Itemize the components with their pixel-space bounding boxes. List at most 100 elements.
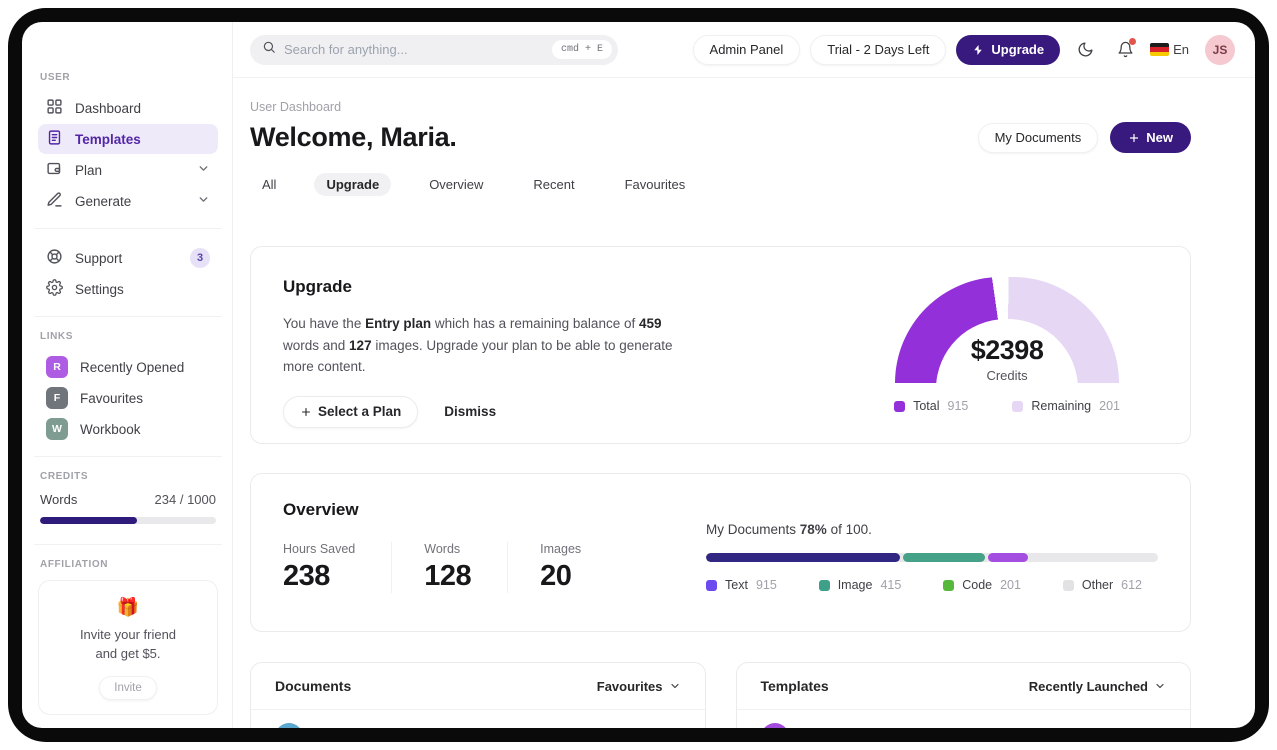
select-plan-button[interactable]: Select a Plan	[283, 395, 419, 428]
filter-tabs: All Upgrade Overview Recent Favourites	[250, 173, 1191, 196]
divider	[34, 228, 222, 229]
sidebar-item-label: Plan	[75, 162, 103, 178]
gift-icon: 🎁	[116, 597, 140, 617]
legend-swatch	[818, 579, 830, 591]
documents-progress-legend: Text 915 Image 415 Code 201	[706, 578, 1158, 592]
sidebar: USER Dashboard Templates Plan Generate S…	[22, 22, 233, 728]
stat-hours-saved: Hours Saved 238	[283, 542, 356, 592]
legend-item-text: Text 915	[706, 578, 777, 592]
affiliation-card: 🎁 Invite your friend and get $5. Invite	[38, 580, 218, 715]
sidebar-item-label: Favourites	[80, 390, 144, 406]
plus-icon	[1130, 133, 1139, 142]
sidebar-link-workbook[interactable]: W Workbook	[38, 414, 218, 444]
gauge-label: Credits	[986, 368, 1028, 383]
overview-card-left: Overview Hours Saved 238 Words 128 Image…	[283, 500, 617, 605]
tab-recent[interactable]: Recent	[533, 177, 575, 192]
user-avatar[interactable]: JS	[1205, 34, 1235, 65]
search-bar[interactable]: cmd + E	[250, 34, 618, 65]
legend-swatch	[943, 579, 955, 591]
template-list-item[interactable]: Blog Post Title in Workbook	[737, 710, 1191, 728]
search-input[interactable]	[284, 42, 544, 57]
template-avatar	[760, 723, 789, 728]
sidebar-item-label: Support	[75, 250, 123, 266]
gear-icon	[46, 279, 63, 299]
sidebar-item-label: Generate	[75, 193, 132, 209]
sidebar-section-credits: CREDITS	[40, 471, 89, 482]
gauge-legend: Total 915 Remaining 201	[894, 399, 1120, 413]
words-progress-track	[40, 517, 216, 524]
wallet-icon	[46, 160, 63, 180]
sidebar-item-generate[interactable]: Generate	[38, 186, 218, 216]
chevron-down-icon	[670, 683, 679, 689]
support-count-badge: 3	[190, 248, 210, 268]
credits-value: 234 / 1000	[154, 492, 216, 507]
overview-stats: Hours Saved 238 Words 128 Images 20	[283, 542, 617, 593]
stat-words: Words 128	[391, 542, 507, 593]
legend-item-code: Code 201	[943, 578, 1021, 592]
legend-swatch	[706, 579, 717, 591]
page-title: Welcome, Maria.	[250, 122, 457, 152]
link-avatar: F	[46, 387, 68, 409]
legend-swatch	[894, 400, 906, 412]
tab-all[interactable]: All	[262, 177, 277, 192]
bell-icon	[1118, 41, 1133, 58]
tab-overview[interactable]: Overview	[429, 177, 484, 192]
german-flag-icon	[1150, 43, 1170, 56]
templates-card: Templates Recently Launched Blog Post Ti…	[735, 662, 1191, 728]
link-avatar: R	[46, 356, 68, 378]
templates-filter-dropdown[interactable]: Recently Launched	[1029, 679, 1166, 694]
sidebar-link-favourites[interactable]: F Favourites	[38, 383, 218, 413]
legend-swatch	[1062, 579, 1074, 591]
documents-filter-dropdown[interactable]: Favourites	[597, 679, 681, 694]
notification-dot	[1129, 37, 1137, 45]
stat-images: Images 20	[507, 542, 617, 593]
tab-favourites[interactable]: Favourites	[624, 177, 686, 192]
sidebar-link-recently-opened[interactable]: R Recently Opened	[38, 352, 218, 382]
legend-swatch	[1012, 400, 1024, 412]
trial-badge[interactable]: Trial - 2 Days Left	[810, 34, 947, 65]
document-icon	[46, 129, 63, 149]
sidebar-item-plan[interactable]: Plan	[38, 155, 218, 185]
app-window: USER Dashboard Templates Plan Generate S…	[22, 22, 1255, 728]
chevron-down-icon	[1156, 683, 1164, 689]
link-avatar: W	[46, 418, 68, 440]
dismiss-button[interactable]: Dismiss	[444, 404, 497, 420]
sidebar-section-affiliation: AFFILIATION	[40, 559, 109, 570]
divider	[34, 316, 222, 317]
credits-gauge-panel: $2398 Credits Total 915 Remaining	[894, 277, 1120, 413]
grid-icon	[46, 98, 63, 118]
notifications-button[interactable]	[1110, 35, 1140, 65]
sidebar-item-support[interactable]: Support 3	[38, 243, 218, 273]
pencil-icon	[46, 191, 63, 211]
tab-upgrade[interactable]: Upgrade	[314, 173, 392, 196]
language-selector[interactable]: En	[1150, 42, 1189, 57]
sidebar-section-links: LINKS	[40, 331, 73, 342]
sidebar-item-dashboard[interactable]: Dashboard	[38, 93, 218, 123]
legend-item-other: Other 612	[1062, 578, 1142, 592]
dark-mode-toggle[interactable]	[1070, 35, 1100, 65]
progress-segment	[706, 553, 901, 562]
divider	[34, 544, 222, 545]
divider	[34, 456, 222, 457]
sidebar-item-label: Workbook	[80, 421, 141, 437]
sidebar-section-user: USER	[40, 72, 71, 83]
documents-card-title: Documents	[275, 678, 352, 694]
chevron-down-icon	[197, 193, 210, 209]
sidebar-item-label: Recently Opened	[80, 359, 185, 375]
sidebar-item-templates[interactable]: Templates	[38, 124, 218, 154]
credits-gauge: $2398 Credits	[895, 277, 1120, 389]
gauge-center: $2398 Credits	[895, 335, 1119, 383]
breadcrumb: User Dashboard	[250, 100, 342, 114]
legend-item-remaining: Remaining 201	[1012, 399, 1120, 413]
document-list-item[interactable]: Untitled Document in Workbook	[251, 710, 705, 728]
new-button[interactable]: New	[1110, 122, 1191, 153]
device-frame: USER Dashboard Templates Plan Generate S…	[8, 8, 1269, 742]
credits-words-row: Words 234 / 1000	[38, 492, 218, 507]
my-documents-button[interactable]: My Documents	[977, 122, 1099, 153]
upgrade-card: Upgrade You have the Entry plan which ha…	[250, 246, 1191, 444]
invite-button[interactable]: Invite	[99, 675, 157, 700]
admin-panel-button[interactable]: Admin Panel	[692, 34, 801, 65]
sidebar-item-settings[interactable]: Settings	[38, 274, 218, 304]
templates-card-title: Templates	[760, 678, 829, 694]
upgrade-button[interactable]: Upgrade	[956, 34, 1061, 65]
